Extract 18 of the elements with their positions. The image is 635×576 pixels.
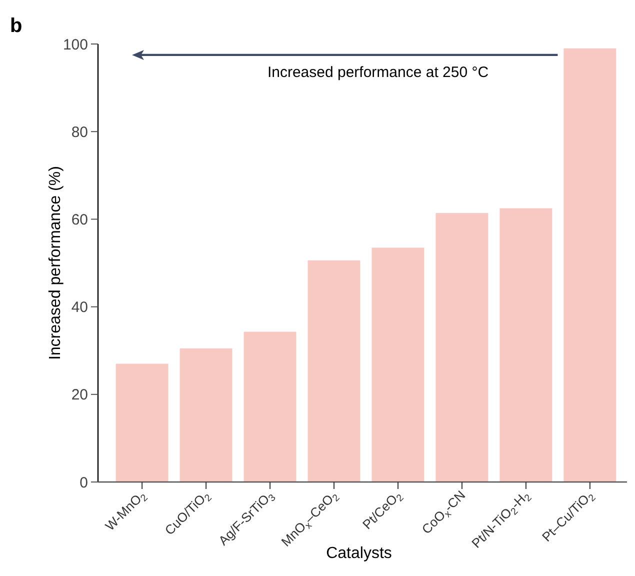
- bar: [372, 248, 424, 482]
- bar: [116, 364, 168, 482]
- y-tick-label: 80: [71, 124, 88, 141]
- y-tick-label: 60: [71, 211, 88, 228]
- bar: [308, 260, 360, 482]
- y-tick-label: 0: [80, 474, 88, 492]
- y-axis-title: Increased performance (%): [47, 166, 64, 360]
- bar: [564, 48, 616, 482]
- x-axis-title: Catalysts: [326, 545, 392, 562]
- bar: [500, 208, 552, 482]
- y-tick-label: 20: [71, 386, 88, 404]
- bar: [180, 348, 232, 482]
- y-tick-label: 40: [71, 299, 88, 316]
- chart-title: b: [10, 15, 22, 37]
- y-tick-label: 100: [62, 36, 88, 54]
- annotation: Increased performance at 250 °C: [267, 64, 489, 81]
- bar: [436, 213, 488, 482]
- bar: [244, 332, 296, 482]
